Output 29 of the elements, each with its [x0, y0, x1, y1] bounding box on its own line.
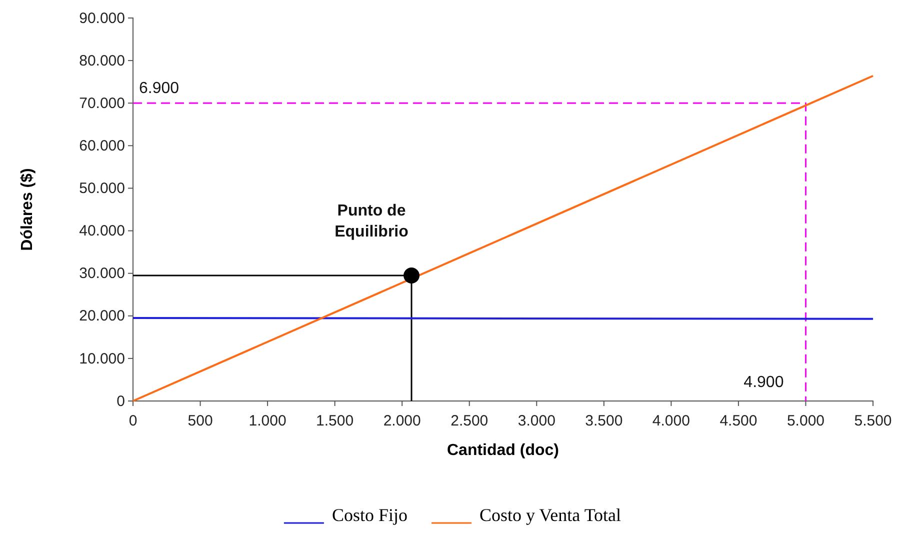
x-tick-label: 2.500 [450, 412, 488, 430]
x-tick-label: 4.500 [720, 412, 758, 430]
x-axis-title: Cantidad (doc) [447, 442, 559, 459]
legend-label: Costo Fijo [332, 505, 408, 525]
y-tick-label: 70.000 [79, 94, 125, 112]
y-tick-label: 30.000 [79, 265, 125, 282]
y-tick-label: 0 [116, 392, 125, 410]
x-tick-label: 5.500 [854, 412, 892, 430]
x-tick-label: 2.000 [383, 412, 421, 430]
x-tick-label: 3.500 [585, 412, 623, 430]
x-tick-label: 3.000 [518, 412, 556, 430]
x-tick-label: 500 [188, 412, 213, 430]
y-tick-label: 60.000 [79, 137, 125, 154]
y-tick-label: 90.000 [79, 10, 125, 27]
y-tick-label: 80.000 [79, 52, 125, 70]
x-tick-label: 1.500 [316, 412, 354, 430]
x-tick-label: 5.000 [786, 412, 824, 430]
y-tick-label: 40.000 [79, 222, 125, 240]
annotation: Punto de Equilibrio [334, 202, 409, 240]
y-tick-label: 20.000 [79, 308, 125, 325]
x-tick-label: 4.000 [652, 412, 690, 430]
x-tick-label: 1.000 [248, 412, 286, 430]
annotation: 4.900 [744, 374, 784, 391]
legend-label: Costo y Venta Total [479, 505, 622, 525]
y-axis-title: Dólares ($) [19, 168, 36, 251]
y-tick-label: 50.000 [79, 180, 125, 198]
x-tick-label: 0 [128, 412, 138, 430]
y-tick-label: 10.000 [79, 350, 125, 368]
annotation: 6.900 [139, 80, 180, 98]
